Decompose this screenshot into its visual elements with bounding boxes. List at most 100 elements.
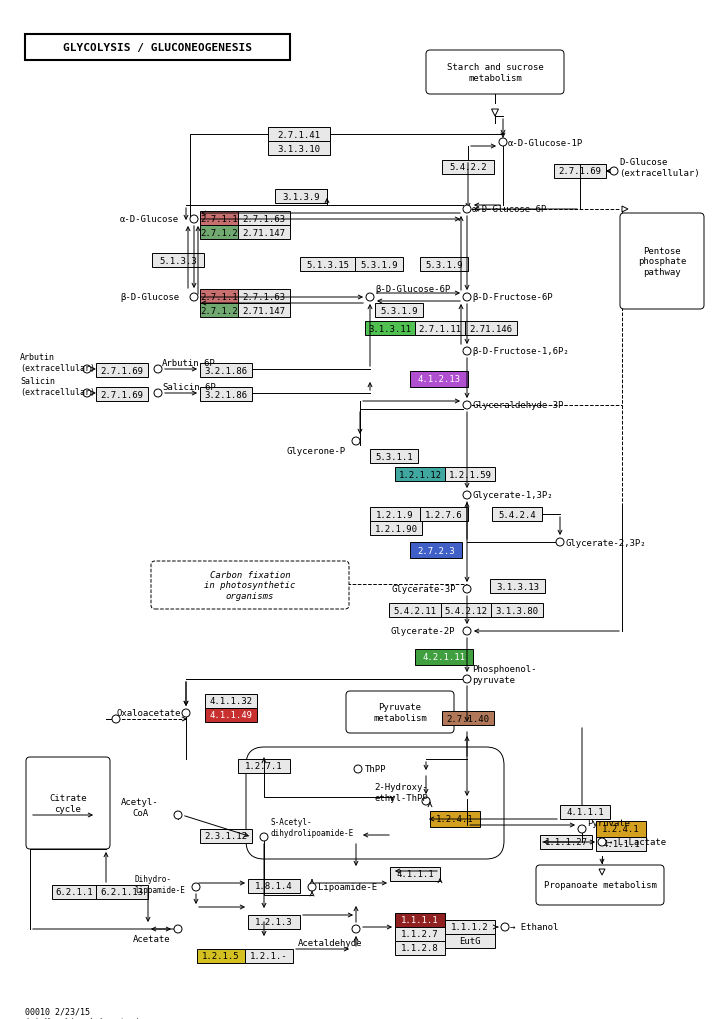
Text: 3.2.1.86: 3.2.1.86 bbox=[205, 366, 248, 375]
Circle shape bbox=[463, 347, 471, 356]
Bar bbox=[300, 258, 355, 272]
FancyBboxPatch shape bbox=[151, 561, 349, 609]
Bar bbox=[370, 507, 420, 522]
Bar bbox=[365, 322, 415, 335]
Bar bbox=[268, 127, 330, 142]
Bar bbox=[410, 542, 462, 558]
Bar bbox=[25, 35, 290, 61]
FancyBboxPatch shape bbox=[26, 757, 110, 849]
Circle shape bbox=[83, 389, 91, 397]
Text: 2.71.147: 2.71.147 bbox=[243, 228, 286, 237]
Text: α-D-Glucose: α-D-Glucose bbox=[120, 215, 179, 224]
Bar bbox=[248, 915, 300, 929]
Bar bbox=[596, 821, 646, 838]
Circle shape bbox=[182, 709, 190, 717]
Text: EutG: EutG bbox=[459, 936, 480, 946]
Text: Carbon fixation
in photosynthetic
organisms: Carbon fixation in photosynthetic organi… bbox=[204, 571, 296, 600]
Bar bbox=[268, 142, 330, 156]
Bar bbox=[355, 258, 403, 272]
Text: 3.1.3.10: 3.1.3.10 bbox=[278, 145, 321, 153]
Circle shape bbox=[174, 925, 182, 933]
Text: 5.3.1.9: 5.3.1.9 bbox=[425, 260, 463, 269]
Text: β-D-Fructose-1,6P₂: β-D-Fructose-1,6P₂ bbox=[472, 347, 569, 357]
Text: 1.1.2.8: 1.1.2.8 bbox=[401, 944, 439, 953]
Circle shape bbox=[354, 765, 362, 773]
Circle shape bbox=[366, 293, 374, 302]
FancyBboxPatch shape bbox=[426, 51, 564, 95]
Text: 00010 2/23/15
(c) Kanehisa Laboratories: 00010 2/23/15 (c) Kanehisa Laboratories bbox=[25, 1007, 150, 1019]
Text: Dihydro-
lipoamide-E: Dihydro- lipoamide-E bbox=[134, 874, 185, 894]
Text: Glyceraldehyde-3P: Glyceraldehyde-3P bbox=[472, 401, 563, 410]
Text: 2-Hydroxy-
ethyl-ThPP: 2-Hydroxy- ethyl-ThPP bbox=[374, 783, 427, 802]
Bar bbox=[442, 711, 494, 726]
Text: Phosphoenol-
pyruvate: Phosphoenol- pyruvate bbox=[472, 664, 536, 684]
Circle shape bbox=[192, 883, 200, 892]
Bar bbox=[200, 364, 252, 378]
Bar bbox=[415, 649, 473, 665]
Text: 4.1.1.49: 4.1.1.49 bbox=[210, 711, 253, 719]
Text: 4.1.1.1: 4.1.1.1 bbox=[566, 808, 604, 816]
Bar bbox=[492, 507, 542, 522]
Bar bbox=[200, 304, 238, 318]
Text: β-D-Fructose-6P: β-D-Fructose-6P bbox=[472, 293, 553, 303]
Text: 1.2.4.1: 1.2.4.1 bbox=[436, 815, 474, 823]
Text: 5.3.1.9: 5.3.1.9 bbox=[380, 306, 418, 315]
Bar bbox=[410, 372, 468, 387]
Bar bbox=[238, 212, 290, 226]
Bar bbox=[200, 829, 252, 843]
Circle shape bbox=[463, 586, 471, 593]
Circle shape bbox=[83, 366, 91, 374]
Text: 5.4.2.4: 5.4.2.4 bbox=[498, 510, 536, 519]
Text: Lipoamide-E: Lipoamide-E bbox=[318, 882, 377, 892]
Text: 2.71.146: 2.71.146 bbox=[470, 324, 513, 333]
Text: 2.7.1.63: 2.7.1.63 bbox=[243, 292, 286, 302]
Bar bbox=[540, 836, 592, 849]
Text: 5.4.2.2: 5.4.2.2 bbox=[449, 163, 487, 172]
Text: 2.7.1.41: 2.7.1.41 bbox=[278, 130, 321, 140]
Bar bbox=[415, 322, 465, 335]
Text: Oxaloacetate: Oxaloacetate bbox=[116, 709, 180, 717]
Bar bbox=[52, 886, 96, 899]
Text: Glycerate-3P: Glycerate-3P bbox=[391, 585, 455, 594]
Text: 5.3.1.9: 5.3.1.9 bbox=[360, 260, 398, 269]
Bar bbox=[395, 468, 445, 482]
Bar bbox=[238, 226, 290, 239]
Text: 3.1.3.13: 3.1.3.13 bbox=[496, 582, 539, 591]
Text: 4.2.1.11: 4.2.1.11 bbox=[422, 653, 465, 662]
Bar bbox=[200, 212, 238, 226]
FancyBboxPatch shape bbox=[620, 214, 704, 310]
Text: 5.3.1.1: 5.3.1.1 bbox=[375, 452, 413, 461]
Text: Glycerate-2,3P₂: Glycerate-2,3P₂ bbox=[565, 538, 646, 547]
Text: → Ethanol: → Ethanol bbox=[510, 922, 558, 931]
Circle shape bbox=[190, 293, 198, 302]
Text: 2.7.1.69: 2.7.1.69 bbox=[100, 390, 143, 399]
Bar bbox=[96, 886, 148, 899]
Text: 2.3.1.12: 2.3.1.12 bbox=[205, 832, 248, 841]
Bar bbox=[445, 934, 495, 948]
Text: 2.71.147: 2.71.147 bbox=[243, 306, 286, 315]
Bar bbox=[390, 867, 440, 881]
Circle shape bbox=[499, 139, 507, 147]
Bar bbox=[490, 580, 545, 593]
Text: 1.2.1.-: 1.2.1.- bbox=[250, 952, 288, 961]
Bar bbox=[389, 603, 441, 618]
Bar bbox=[420, 258, 468, 272]
Text: Pyruvate
metabolism: Pyruvate metabolism bbox=[373, 703, 427, 722]
Text: 2.7.1.40: 2.7.1.40 bbox=[447, 713, 490, 722]
Text: Glycerone-P: Glycerone-P bbox=[286, 447, 345, 457]
Text: Acetaldehyde: Acetaldehyde bbox=[298, 938, 362, 948]
Text: α-D-Glucose-1P: α-D-Glucose-1P bbox=[508, 139, 584, 148]
Text: 2.7.1.2: 2.7.1.2 bbox=[200, 306, 238, 315]
Bar bbox=[445, 920, 495, 934]
Text: ThPP: ThPP bbox=[365, 764, 387, 773]
Circle shape bbox=[174, 811, 182, 819]
Text: 1.1.1.2: 1.1.1.2 bbox=[451, 922, 489, 931]
Circle shape bbox=[463, 401, 471, 410]
Text: Arbutin-6P: Arbutin-6P bbox=[162, 358, 216, 367]
Text: 6.2.1.13: 6.2.1.13 bbox=[100, 888, 143, 897]
Bar bbox=[245, 949, 293, 963]
Circle shape bbox=[463, 628, 471, 636]
Text: 4.1.1.32: 4.1.1.32 bbox=[210, 697, 253, 706]
Text: GLYCOLYSIS / GLUCONEOGENESIS: GLYCOLYSIS / GLUCONEOGENESIS bbox=[62, 43, 251, 53]
Circle shape bbox=[154, 366, 162, 374]
